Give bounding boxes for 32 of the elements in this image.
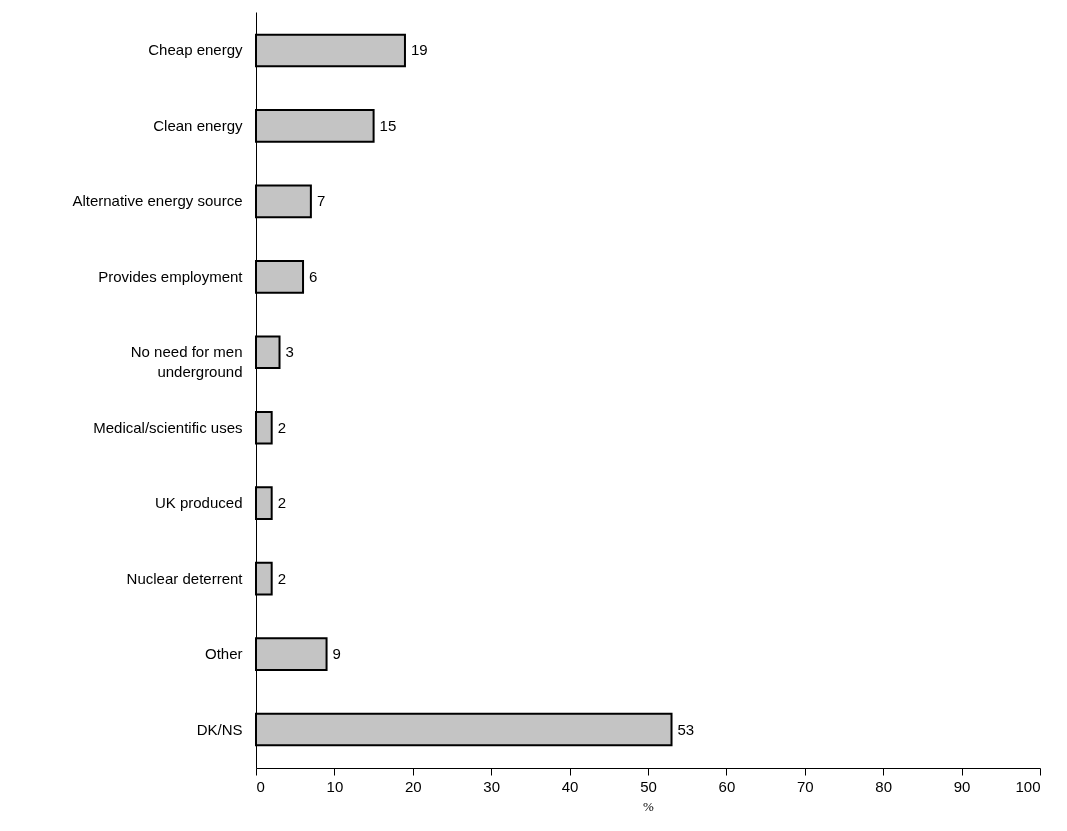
- y-tick-label: Alternative energy source: [72, 192, 243, 210]
- data-label: 2: [277, 494, 287, 512]
- data-label: 9: [332, 645, 341, 663]
- data-label: 53: [677, 720, 695, 738]
- data-label: 7: [316, 192, 326, 210]
- data-label: 6: [309, 267, 318, 285]
- y-tick-label: DK/NS: [196, 720, 243, 738]
- data-label: 3: [285, 343, 294, 361]
- x-tick-label: 10: [326, 777, 344, 795]
- y-tick-label: Nuclear deterrent: [126, 569, 244, 587]
- x-tick-label: 80: [875, 777, 893, 795]
- x-axis-title: %: [643, 798, 655, 814]
- data-label: 2: [277, 569, 287, 587]
- y-tick-label: Cheap energy: [148, 41, 243, 59]
- y-tick-label: Clean energy: [153, 116, 243, 134]
- x-tick-label: 0: [256, 777, 265, 795]
- y-tick-label: Other: [204, 645, 243, 663]
- data-label: 15: [379, 116, 397, 134]
- x-tick-label: 90: [953, 777, 971, 795]
- y-tick-label: Medical/scientific uses: [93, 418, 243, 436]
- x-tick-label: 30: [483, 777, 501, 795]
- x-tick-label: 20: [404, 777, 422, 795]
- y-tick-label: Provides employment: [98, 267, 244, 285]
- y-tick-label: No need for men underground: [130, 343, 243, 381]
- x-tick-label: 100: [1015, 777, 1041, 795]
- data-label: 2: [277, 418, 287, 436]
- x-tick-label: 50: [640, 777, 657, 795]
- x-tick-label: 70: [796, 777, 814, 795]
- y-tick-label: UK produced: [154, 494, 243, 512]
- x-tick-label: 60: [718, 777, 736, 795]
- data-label: 19: [410, 41, 428, 59]
- x-tick-label: 40: [561, 777, 579, 795]
